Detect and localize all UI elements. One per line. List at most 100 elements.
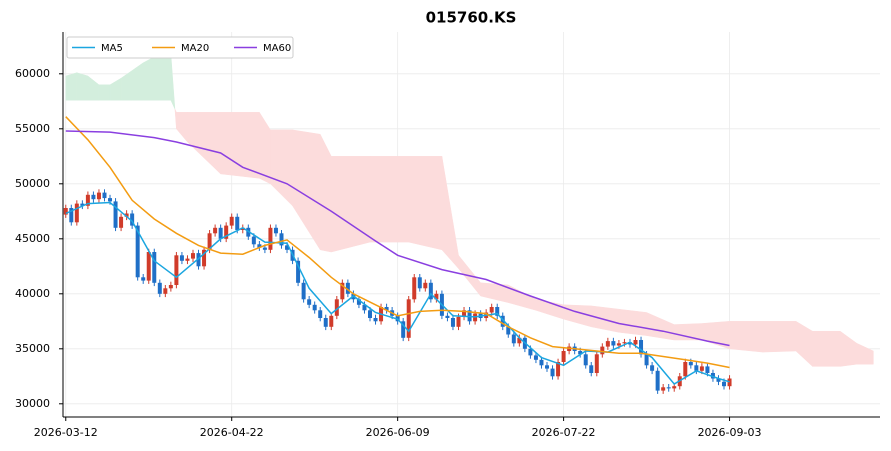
y-tick-label: 45000 [15,232,50,245]
candle-body [694,365,699,371]
candle-body [600,346,605,355]
candle-body [202,249,207,267]
candle-body [428,282,433,300]
candle-body [190,253,195,259]
candle-body [224,225,229,239]
candle-body [589,365,594,373]
candle-body [417,277,422,289]
legend-box [66,36,294,59]
candle-body [285,245,290,250]
candle-body [467,310,472,322]
candle-body [152,252,157,283]
candle-body [323,318,328,327]
y-tick-label: 30000 [15,397,50,410]
x-tick-label: 2026-03-12 [34,426,98,439]
candle-body [639,340,644,355]
candle-body [384,307,389,311]
chart-title: 015760.KS [426,9,517,27]
cloud [98,84,111,101]
candle-body [500,315,505,327]
candle-body [722,381,727,387]
candle-body [550,368,555,377]
ma-line [65,201,730,385]
cloud [65,72,78,101]
cloud [87,75,100,101]
candle-body [356,299,361,305]
cloud [369,156,409,243]
candle-body [462,310,467,317]
candle-body [622,342,627,344]
candle-body [307,299,312,305]
candle-body [340,282,345,300]
candle-body [666,387,671,389]
candle-body [124,213,129,217]
candle-body [672,386,677,389]
cloud [131,62,144,101]
cloud [187,112,221,175]
cloud [142,53,161,101]
candle-body [312,304,317,311]
candle-body [489,307,494,313]
candle-body [367,310,372,318]
candle-body [627,342,632,345]
legend-label: MA20 [181,43,209,54]
y-tick-label: 55000 [15,122,50,135]
candle-body [273,227,278,234]
candle-body [163,288,168,294]
candle-body [710,373,715,379]
candle-body [445,315,450,318]
candle-body [545,365,550,369]
candle-body [196,253,201,267]
cloud [259,111,271,185]
cloud [563,304,592,328]
candle-body [80,203,85,206]
candle-body [257,244,262,248]
candle-body [102,192,107,199]
legend-label: MA60 [263,43,291,54]
candle-body [705,366,710,373]
cloud [618,308,647,336]
candle-body [268,227,273,250]
legend: MA5 MA20 MA60 [66,36,294,59]
candle-body [168,285,173,289]
cloud [159,53,172,101]
candle-body [251,236,256,245]
candle-body [683,362,688,377]
candle-body [157,282,162,294]
cloud [319,134,332,253]
candle-body [699,366,704,371]
candle-body [207,233,212,250]
ma-line [65,130,730,347]
cloud [441,156,459,270]
candle-body [583,354,588,366]
candle-body [594,354,599,373]
candle-body [644,354,649,366]
candle-body [661,387,666,391]
candle-body [450,318,455,327]
candle-body [578,351,583,355]
ma-line [65,116,730,369]
candle-body [213,227,218,234]
candle-body [456,316,461,327]
candle-body [262,247,267,250]
candle-body [218,227,223,239]
cloud [646,312,675,341]
candle-body [373,318,378,322]
candle-body [688,362,693,366]
y-tick-label: 60000 [15,67,50,80]
cloud [176,112,188,143]
x-tick-label: 2026-04-22 [200,426,264,439]
candle-body [561,351,566,362]
candle-body [146,252,151,281]
candle-body [91,194,96,200]
candle-body [69,208,74,223]
candle-body [174,255,179,285]
x-tick-label: 2026-06-09 [366,426,430,439]
cloud [408,156,443,251]
candle-body [334,299,339,316]
candle-body [362,304,367,311]
cloud [120,70,133,101]
x-tick-label: 2026-09-03 [698,426,762,439]
cloud [856,342,874,365]
